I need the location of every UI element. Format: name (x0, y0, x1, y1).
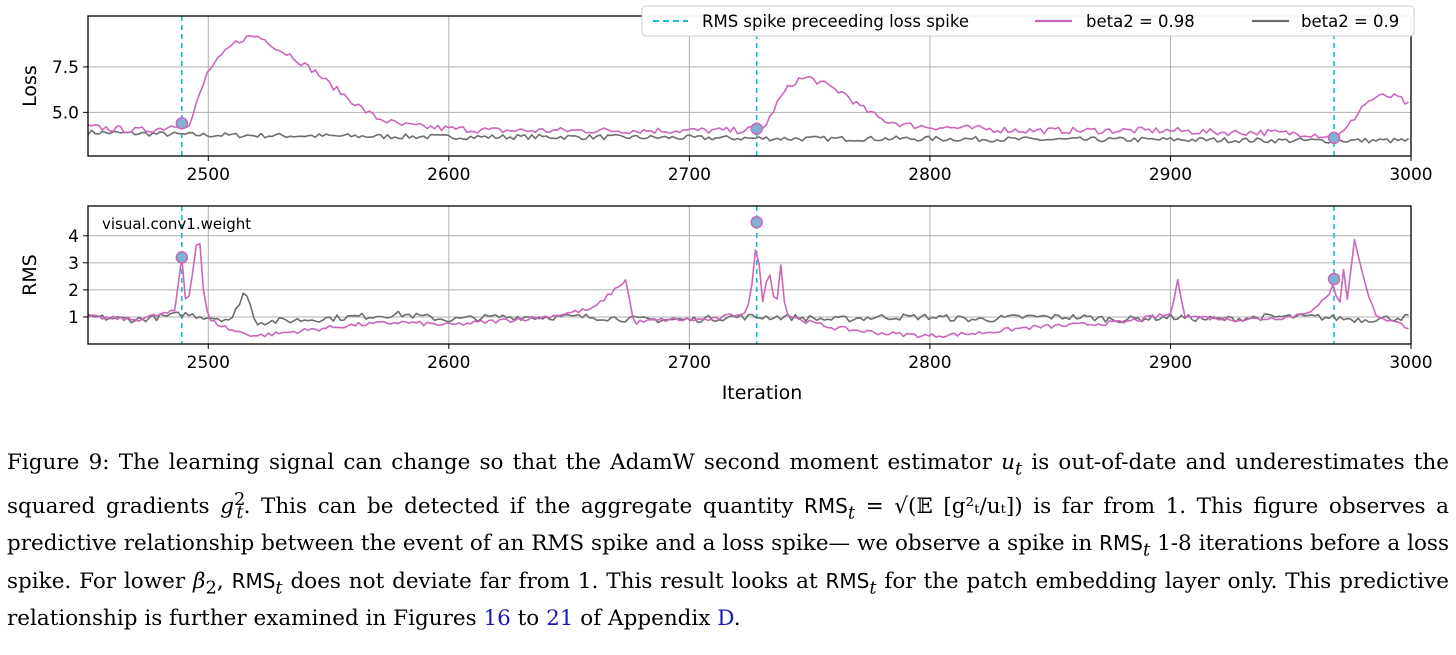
spike-marker (750, 215, 763, 229)
figure-16-link[interactable]: 16 (483, 605, 511, 631)
loss-axis-label: Loss (19, 65, 41, 107)
caption-label: Figure 9: (7, 450, 110, 475)
legend: RMS spike preceeding loss spike beta2 = … (641, 5, 1415, 37)
y-tick-label: 3 (68, 254, 79, 274)
series-beta2-09 (87, 292, 1409, 326)
caption-text: from 1. This figure observes a predictiv… (7, 493, 1449, 557)
caption-text: underestimates the squared gradients (7, 450, 1449, 519)
rms-axis-label: RMS (19, 254, 41, 296)
y-tick-label: 4 (68, 227, 79, 247)
legend-beta09-label: beta2 = 0.9 (1301, 12, 1399, 31)
math-rms: RMS (804, 493, 848, 518)
caption-text: at (796, 568, 818, 594)
x-tick-label: 3000 (1389, 165, 1432, 185)
caption-text: The learning signal can change so that t… (118, 450, 992, 475)
y-tick-label: 7.5 (52, 58, 79, 78)
math-g-sup: 2 (233, 488, 246, 510)
spike-marker (175, 117, 189, 130)
math-g-sub: t (236, 502, 244, 524)
layer-annotation: visual.conv1.weight (102, 215, 251, 233)
caption-text: is far (1033, 493, 1093, 519)
legend-rms-spike-label: RMS spike preceeding loss spike (702, 12, 969, 31)
caption-text: for the patch embedding layer only. This… (7, 568, 1450, 631)
series-beta2-098 (87, 35, 1409, 141)
x-tick-label: 2700 (668, 165, 711, 185)
figure-21-link[interactable]: 21 (546, 605, 574, 631)
math-u-sub: t (1014, 458, 1023, 480)
caption-text: is out-of-date and (1031, 450, 1227, 475)
caption-text: . This can be detected if the aggregate … (243, 493, 794, 519)
y-tick-label: 1 (68, 308, 79, 328)
spike-marker (1327, 131, 1341, 145)
x-tick-label: 2800 (908, 165, 951, 185)
math-u: u (1001, 450, 1015, 475)
series-beta2-098 (87, 238, 1409, 339)
caption-text: . (733, 605, 741, 631)
figure-9-plots: 2500 2600 2700 2800 2900 3000 5.0 7.5 Loss RMS… (19, 5, 1433, 404)
math-beta-sub: 2 (205, 577, 217, 599)
caption-text: a spike in (987, 531, 1093, 557)
y-tick-label: 5.0 (52, 103, 79, 123)
math-g: g (220, 493, 234, 519)
rms-panel: 2500 2600 2700 2800 2900 3000 1 2 3 4 RMS visual… (19, 205, 1433, 404)
caption-text: , (216, 568, 224, 594)
caption-text: Appendix (608, 605, 711, 631)
x-tick-label: 2500 (187, 353, 230, 373)
math-rms: RMS (231, 568, 276, 593)
math-rms-sub: t (869, 577, 877, 599)
x-tick-label: 2800 (908, 353, 951, 373)
x-tick-label: 2600 (427, 165, 470, 185)
spike-marker (750, 122, 763, 135)
x-tick-label: 2900 (1149, 165, 1192, 185)
math-beta: β (193, 568, 206, 594)
legend-beta098-label: beta2 = 0.98 (1086, 12, 1195, 31)
x-tick-label: 3000 (1389, 353, 1432, 373)
figure-caption: Figure 9: The learning signal can change… (7, 448, 1449, 634)
caption-text: does not deviate far from 1. This result… (290, 568, 789, 594)
spike-marker (175, 251, 189, 264)
caption-text: to (517, 605, 540, 631)
series-beta2-09 (87, 129, 1410, 144)
math-rms: RMS (1099, 531, 1143, 556)
caption-text: 1-8 iterations before a loss spike. For … (7, 531, 1449, 594)
math-rms-sub: t (847, 502, 856, 524)
math-rms-sub: t (275, 577, 283, 599)
x-tick-label: 2700 (668, 353, 711, 373)
caption-text: of (580, 605, 602, 631)
loss-panel: 2500 2600 2700 2800 2900 3000 5.0 7.5 Loss RMS… (19, 5, 1433, 185)
x-tick-label: 2500 (187, 165, 230, 185)
iteration-axis-label: Iteration (722, 382, 803, 404)
spike-marker (1327, 272, 1341, 286)
math-rms-equation: = √(𝔼 [g²ₜ/uₜ]) (865, 493, 1023, 519)
math-rms: RMS (825, 568, 870, 593)
x-tick-label: 2600 (427, 353, 470, 373)
math-rms-sub: t (1142, 539, 1151, 561)
appendix-d-link[interactable]: D (717, 605, 734, 631)
y-tick-label: 2 (68, 281, 79, 301)
x-tick-label: 2900 (1149, 353, 1192, 373)
